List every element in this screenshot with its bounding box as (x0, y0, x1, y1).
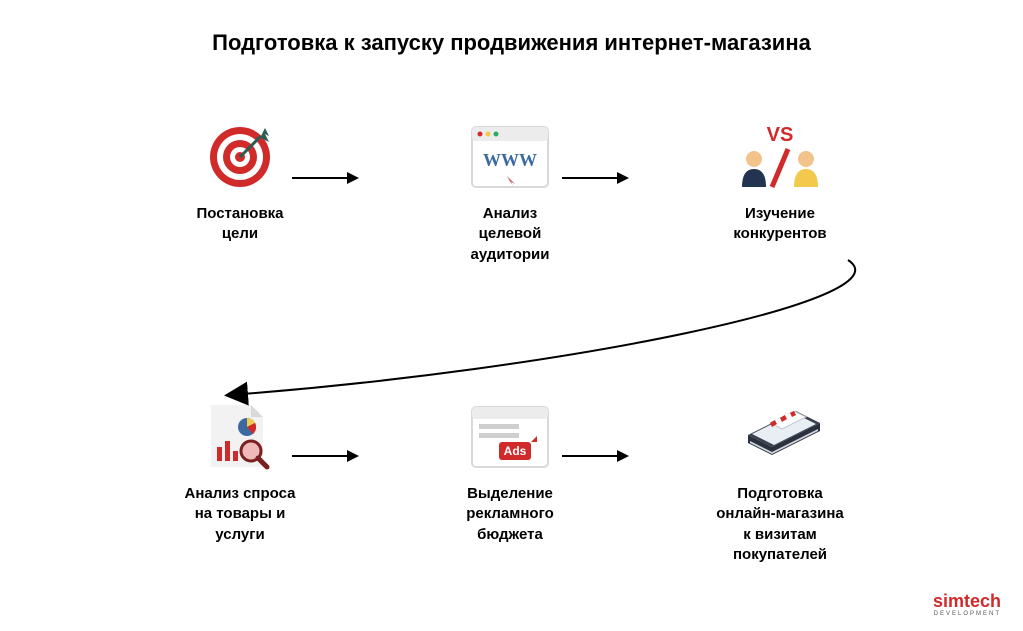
step-label: Подготовкаонлайн-магазинак визитампокупа… (690, 484, 870, 565)
laptop-shop-icon (690, 400, 870, 474)
step-label: Постановкацели (150, 204, 330, 245)
www-text: WWW (483, 150, 537, 170)
step-competitors: VS Изучениеконкурентов (690, 120, 870, 245)
target-icon (150, 120, 330, 194)
title-text: Подготовка к запуску продвижения интерне… (212, 30, 811, 55)
page-title: Подготовка к запуску продвижения интерне… (0, 30, 1023, 56)
step-label: Изучениеконкурентов (690, 204, 870, 245)
step-budget: Ads Выделениерекламногобюджета (420, 400, 600, 545)
vs-text: VS (767, 125, 794, 146)
step-label: Анализ спросана товары иуслуги (150, 484, 330, 545)
logo-sub: DEVELOPMENT (933, 611, 1001, 617)
step-prepare: Подготовкаонлайн-магазинак визитампокупа… (690, 400, 870, 565)
ads-text: Ads (504, 444, 527, 458)
arrow-1 (292, 177, 357, 179)
www-icon: WWW (420, 120, 600, 194)
brand-logo: simtech DEVELOPMENT (933, 592, 1001, 617)
step-label: Выделениерекламногобюджета (420, 484, 600, 545)
report-icon (150, 400, 330, 474)
step-audience: WWW Анализцелевойаудитории (420, 120, 600, 265)
step-demand: Анализ спросана товары иуслуги (150, 400, 330, 545)
arrow-5 (562, 455, 627, 457)
arrow-4 (292, 455, 357, 457)
ads-icon: Ads (420, 400, 600, 474)
arrow-2 (562, 177, 627, 179)
step-goal: Постановкацели (150, 120, 330, 245)
step-label: Анализцелевойаудитории (420, 204, 600, 265)
logo-main: simtech (933, 591, 1001, 611)
vs-icon: VS (690, 120, 870, 194)
